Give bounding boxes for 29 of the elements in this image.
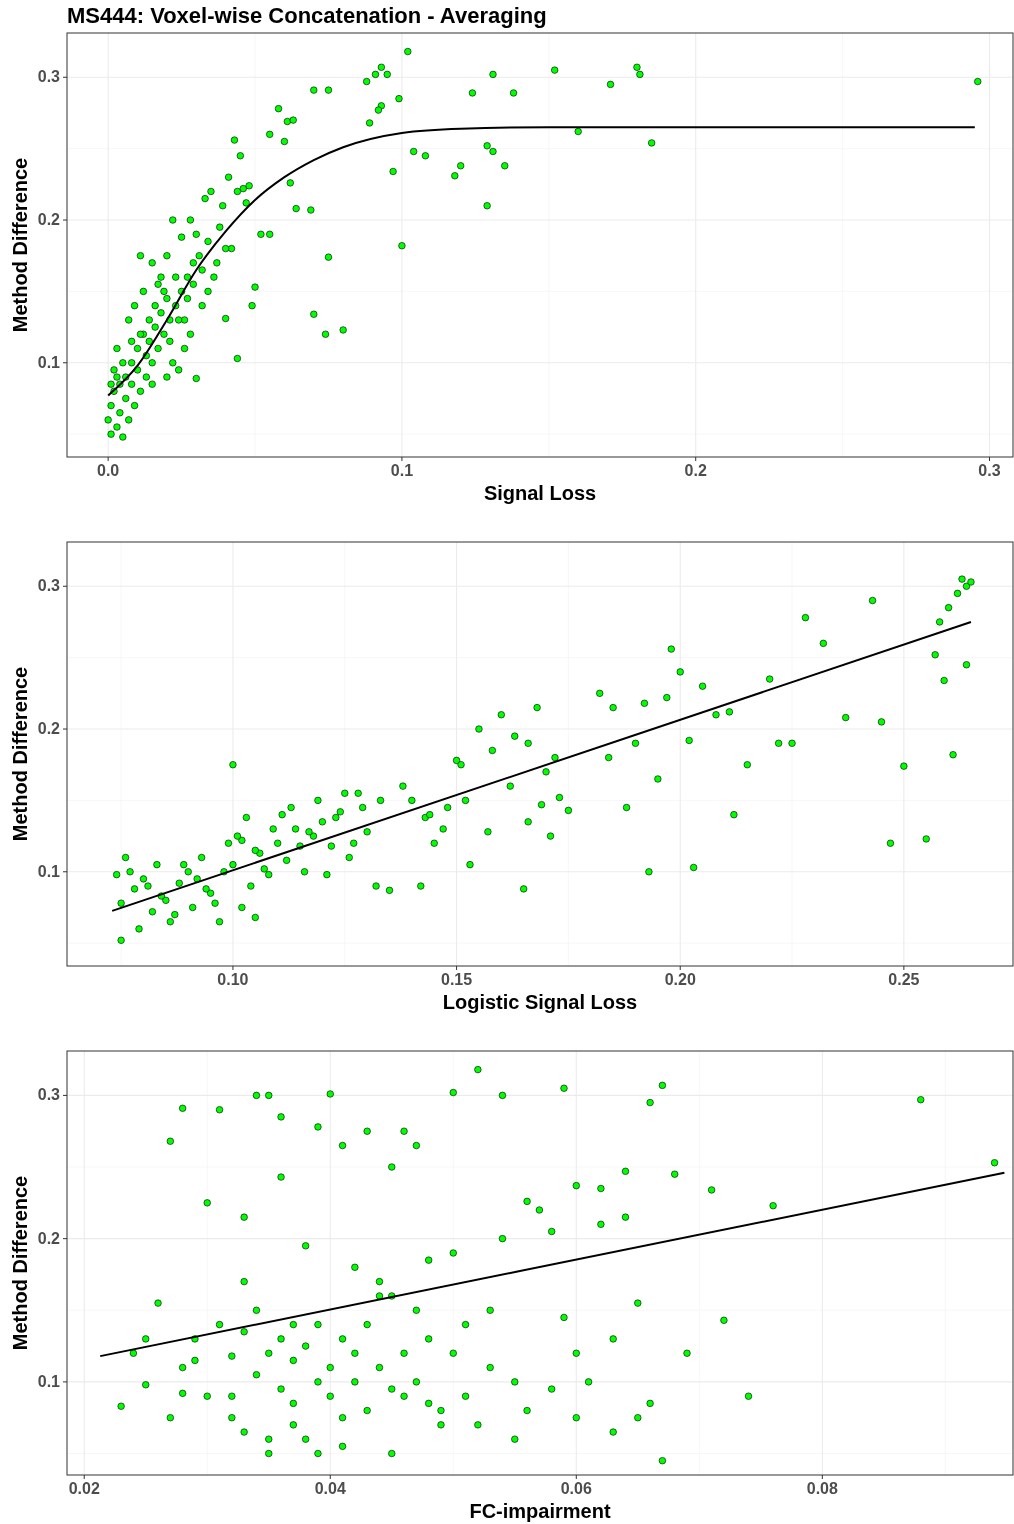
x-tick-label: 0.25 bbox=[888, 971, 920, 988]
x-tick-label: 0.04 bbox=[314, 1480, 346, 1497]
y-tick-label: 0.3 bbox=[37, 1086, 61, 1104]
x-tick-label: 0.3 bbox=[978, 462, 1001, 479]
x-tick-label: 0.02 bbox=[68, 1480, 100, 1497]
x-tick-label: 0.20 bbox=[664, 971, 696, 988]
x-axis-title: Signal Loss bbox=[483, 482, 597, 504]
y-tick-label: 0.2 bbox=[37, 720, 61, 738]
x-tick-label: 0.06 bbox=[560, 1480, 592, 1497]
x-tick-label: 0.15 bbox=[441, 971, 473, 988]
y-axis-title: Method Difference bbox=[9, 157, 31, 333]
y-tick-label: 0.1 bbox=[37, 862, 61, 880]
y-tick-label: 0.3 bbox=[37, 68, 61, 86]
x-tick-label: 0.10 bbox=[217, 971, 249, 988]
x-tick-label: 0.08 bbox=[806, 1480, 838, 1497]
y-tick-label: 0.1 bbox=[37, 353, 61, 371]
x-tick-label: 0.0 bbox=[97, 462, 120, 479]
x-axis-title: FC-impairment bbox=[469, 1500, 611, 1522]
y-tick-label: 0.1 bbox=[37, 1372, 61, 1390]
y-tick-label: 0.2 bbox=[37, 1229, 61, 1247]
chart-title: MS444: Voxel-wise Concatenation - Averaging bbox=[67, 3, 547, 28]
x-tick-label: 0.1 bbox=[390, 462, 414, 479]
line-series bbox=[107, 126, 976, 397]
y-axis-title: Method Difference bbox=[9, 666, 31, 842]
y-tick-label: 0.3 bbox=[37, 577, 61, 595]
x-axis-title: Logistic Signal Loss bbox=[442, 991, 638, 1013]
x-tick-label: 0.2 bbox=[684, 462, 707, 479]
y-tick-label: 0.2 bbox=[37, 211, 61, 229]
y-axis-title: Method Difference bbox=[9, 1175, 31, 1351]
